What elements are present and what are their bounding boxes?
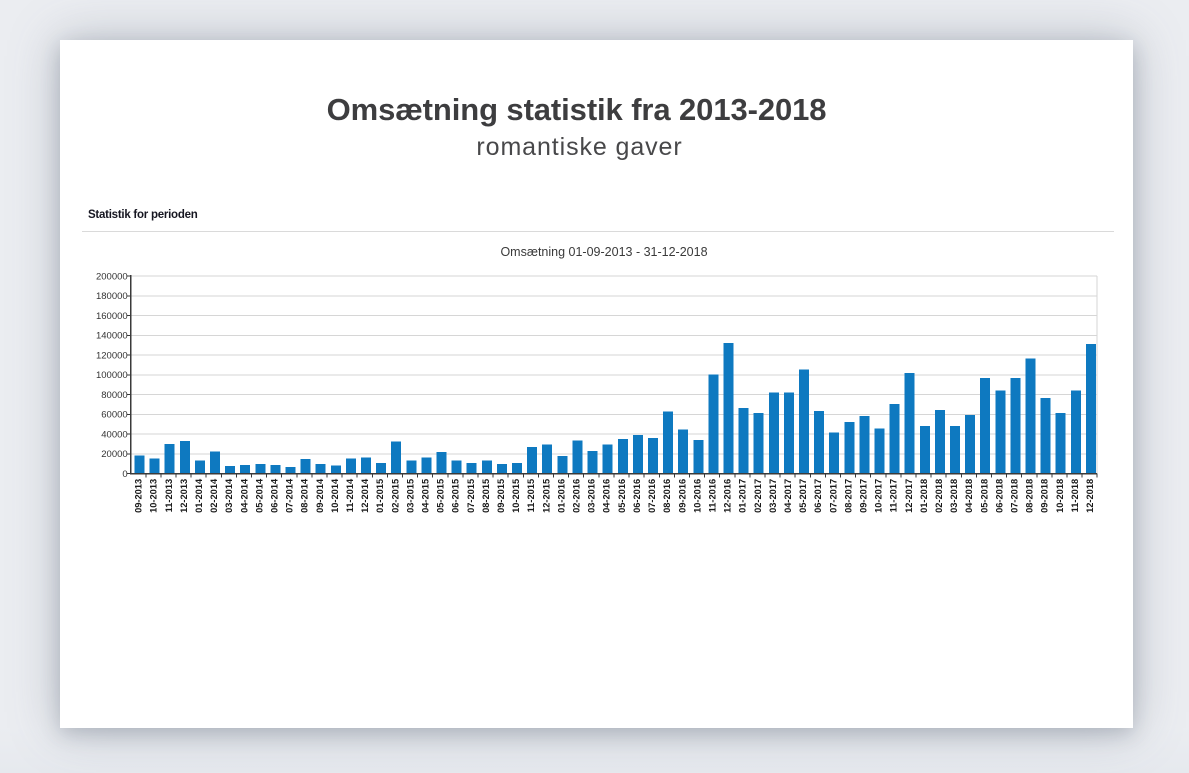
svg-text:11-2018: 11-2018	[1070, 479, 1080, 513]
svg-text:06-2014: 06-2014	[270, 478, 280, 513]
svg-text:200000: 200000	[96, 271, 128, 282]
svg-text:02-2015: 02-2015	[390, 479, 400, 513]
svg-text:120000: 120000	[96, 350, 128, 361]
svg-text:11-2016: 11-2016	[708, 479, 718, 513]
svg-text:10-2013: 10-2013	[149, 479, 159, 513]
svg-text:0: 0	[122, 469, 127, 480]
svg-text:03-2014: 03-2014	[224, 478, 234, 513]
svg-text:40000: 40000	[101, 430, 127, 441]
svg-text:06-2017: 06-2017	[813, 479, 823, 513]
svg-text:02-2014: 02-2014	[209, 478, 219, 513]
svg-text:04-2018: 04-2018	[964, 479, 974, 513]
svg-text:07-2015: 07-2015	[466, 479, 476, 513]
svg-text:11-2013: 11-2013	[164, 479, 174, 513]
svg-text:60000: 60000	[101, 410, 127, 421]
svg-text:10-2017: 10-2017	[874, 479, 884, 513]
svg-text:01-2014: 01-2014	[194, 478, 204, 513]
svg-text:10-2014: 10-2014	[330, 478, 340, 513]
svg-text:100000: 100000	[96, 370, 128, 381]
svg-text:10-2015: 10-2015	[511, 479, 521, 513]
svg-text:05-2018: 05-2018	[979, 479, 989, 513]
svg-text:08-2017: 08-2017	[843, 479, 853, 513]
svg-text:11-2015: 11-2015	[526, 479, 536, 513]
svg-text:12-2017: 12-2017	[904, 479, 914, 513]
svg-text:12-2015: 12-2015	[541, 479, 551, 513]
svg-text:08-2018: 08-2018	[1025, 479, 1035, 513]
svg-text:02-2017: 02-2017	[753, 479, 763, 513]
svg-text:08-2015: 08-2015	[481, 479, 491, 513]
svg-text:12-2018: 12-2018	[1085, 479, 1095, 513]
svg-text:05-2016: 05-2016	[617, 479, 627, 513]
svg-text:04-2014: 04-2014	[239, 478, 249, 513]
svg-text:09-2013: 09-2013	[134, 479, 144, 513]
svg-text:07-2017: 07-2017	[828, 479, 838, 513]
svg-text:03-2017: 03-2017	[768, 479, 778, 513]
svg-text:05-2015: 05-2015	[436, 479, 446, 513]
svg-text:Omsætning 01-09-2013 - 31-12-2: Omsætning 01-09-2013 - 31-12-2018	[500, 245, 707, 259]
svg-text:09-2016: 09-2016	[677, 479, 687, 513]
svg-text:01-2018: 01-2018	[919, 479, 929, 513]
svg-text:09-2014: 09-2014	[315, 478, 325, 513]
svg-text:01-2015: 01-2015	[375, 479, 385, 513]
svg-text:12-2013: 12-2013	[179, 479, 189, 513]
svg-text:08-2016: 08-2016	[662, 479, 672, 513]
svg-text:07-2016: 07-2016	[647, 479, 657, 513]
svg-text:06-2016: 06-2016	[632, 479, 642, 513]
svg-text:06-2018: 06-2018	[994, 479, 1004, 513]
svg-text:06-2015: 06-2015	[451, 479, 461, 513]
svg-text:10-2016: 10-2016	[692, 479, 702, 513]
svg-text:04-2017: 04-2017	[783, 479, 793, 513]
svg-text:180000: 180000	[96, 291, 128, 302]
svg-text:03-2018: 03-2018	[949, 479, 959, 513]
svg-text:07-2018: 07-2018	[1010, 479, 1020, 513]
svg-text:12-2016: 12-2016	[723, 479, 733, 513]
svg-text:12-2014: 12-2014	[360, 478, 370, 513]
svg-text:140000: 140000	[96, 331, 128, 342]
svg-text:20000: 20000	[101, 449, 127, 460]
svg-text:160000: 160000	[96, 311, 128, 322]
svg-text:01-2017: 01-2017	[738, 479, 748, 513]
svg-text:05-2014: 05-2014	[254, 478, 264, 513]
svg-text:09-2018: 09-2018	[1040, 479, 1050, 513]
svg-text:04-2015: 04-2015	[421, 479, 431, 513]
svg-text:11-2014: 11-2014	[345, 478, 355, 512]
svg-text:01-2016: 01-2016	[556, 479, 566, 513]
svg-text:02-2016: 02-2016	[572, 479, 582, 513]
svg-text:02-2018: 02-2018	[934, 479, 944, 513]
svg-text:04-2016: 04-2016	[602, 479, 612, 513]
svg-text:09-2015: 09-2015	[496, 479, 506, 513]
svg-text:80000: 80000	[101, 390, 127, 401]
svg-text:05-2017: 05-2017	[798, 479, 808, 513]
svg-text:08-2014: 08-2014	[300, 478, 310, 513]
svg-text:03-2015: 03-2015	[405, 479, 415, 513]
svg-text:10-2018: 10-2018	[1055, 479, 1065, 513]
svg-text:11-2017: 11-2017	[889, 479, 899, 513]
svg-text:09-2017: 09-2017	[859, 479, 869, 513]
svg-text:03-2016: 03-2016	[587, 479, 597, 513]
svg-text:07-2014: 07-2014	[285, 478, 295, 513]
